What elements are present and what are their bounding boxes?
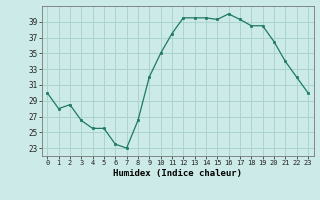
X-axis label: Humidex (Indice chaleur): Humidex (Indice chaleur) (113, 169, 242, 178)
